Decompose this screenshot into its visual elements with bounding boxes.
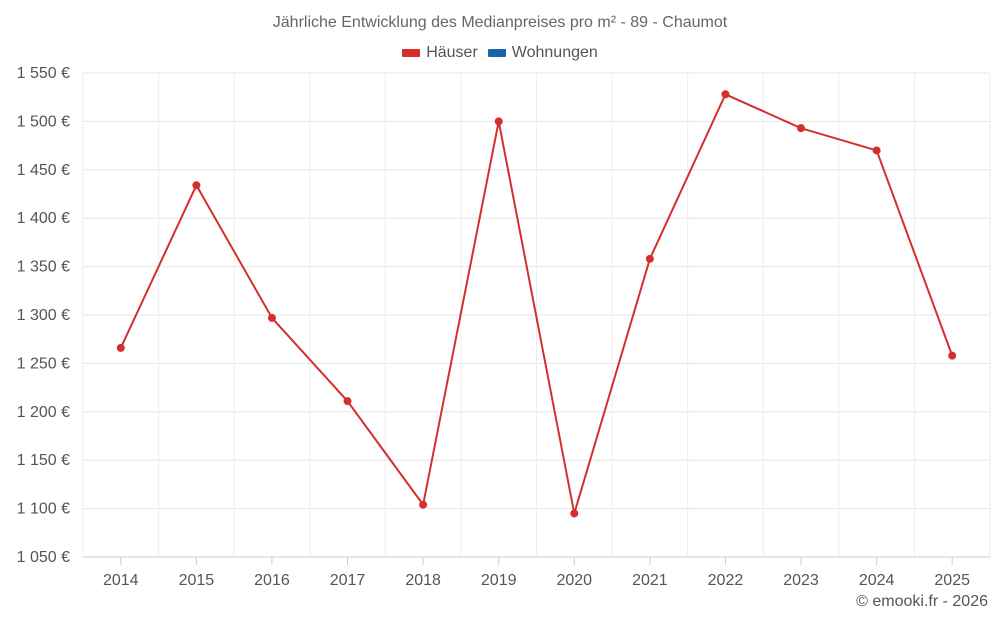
x-tick-label: 2020: [556, 572, 592, 589]
legend-swatch-wohnungen: [487, 49, 506, 57]
x-tick-label: 2016: [254, 572, 290, 589]
x-tick-label: 2025: [934, 572, 970, 589]
data-point: [192, 181, 201, 190]
y-tick-label: 1 200 €: [17, 404, 70, 421]
data-point: [570, 509, 579, 518]
data-point: [267, 313, 276, 322]
axis-layer: 1 050 € 1 100 € 1 150 € 1 200 € 1 250 € 1 300…: [17, 65, 970, 589]
y-tick-label: 1 100 €: [17, 501, 70, 518]
data-point: [494, 117, 503, 126]
legend-label-haeuser: Häuser: [426, 44, 478, 61]
y-tick-label: 1 300 €: [17, 307, 70, 324]
x-tick-label: 2019: [481, 572, 517, 589]
data-point: [343, 397, 352, 406]
y-tick-label: 1 250 €: [17, 355, 70, 372]
credit-text: © emooki.fr - 2026: [856, 593, 988, 610]
series-line-0: [119, 93, 954, 515]
y-tick-label: 1 050 €: [17, 549, 70, 566]
data-point: [872, 146, 881, 155]
data-point: [721, 90, 730, 99]
x-tick-label: 2014: [103, 572, 139, 589]
y-tick-label: 1 350 €: [17, 259, 70, 276]
legend-item-haeuser[interactable]: Häuser: [402, 44, 478, 62]
y-tick-label: 1 550 €: [17, 65, 70, 82]
y-tick-label: 1 500 €: [17, 113, 70, 130]
y-tick-label: 1 400 €: [17, 210, 70, 227]
x-tick-label: 2021: [632, 572, 668, 589]
x-tick-label: 2018: [405, 572, 441, 589]
data-point: [419, 500, 428, 509]
data-point: [797, 124, 806, 133]
legend-label-wohnungen: Wohnungen: [511, 44, 598, 61]
chart-title: Jährliche Entwicklung des Medianpreises …: [272, 14, 728, 31]
data-point: [948, 351, 957, 360]
x-tick-label: 2015: [179, 572, 215, 589]
data-point: [645, 254, 654, 263]
x-tick-label: 2017: [330, 572, 366, 589]
series-layer: [116, 90, 957, 518]
x-tick-label: 2024: [859, 572, 895, 589]
legend: Häuser Wohnungen: [0, 44, 1000, 62]
x-tick-label: 2022: [708, 572, 744, 589]
x-tick-label: 2023: [783, 572, 819, 589]
y-tick-label: 1 450 €: [17, 162, 70, 179]
legend-swatch-haeuser: [402, 49, 421, 57]
data-point: [116, 343, 125, 352]
y-tick-label: 1 150 €: [17, 452, 70, 469]
legend-item-wohnungen[interactable]: Wohnungen: [487, 44, 598, 62]
